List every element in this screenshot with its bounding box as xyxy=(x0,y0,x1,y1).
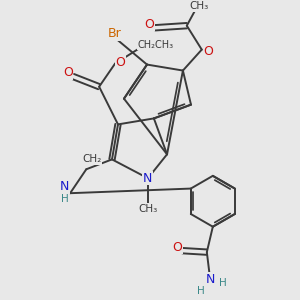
Text: O: O xyxy=(203,45,213,58)
Text: H: H xyxy=(61,194,69,204)
Text: H: H xyxy=(218,278,226,288)
Text: O: O xyxy=(172,241,182,254)
Text: O: O xyxy=(63,66,73,80)
Text: CH₃: CH₃ xyxy=(138,204,158,214)
Text: CH₃: CH₃ xyxy=(190,1,209,11)
Text: H: H xyxy=(197,286,205,296)
Text: O: O xyxy=(116,56,125,69)
Text: CH₂: CH₂ xyxy=(82,154,101,164)
Text: N: N xyxy=(60,180,69,193)
Text: N: N xyxy=(143,172,153,185)
Text: Br: Br xyxy=(108,27,122,40)
Text: O: O xyxy=(144,18,154,31)
Text: CH₂CH₃: CH₂CH₃ xyxy=(138,40,174,50)
Text: N: N xyxy=(206,273,215,286)
